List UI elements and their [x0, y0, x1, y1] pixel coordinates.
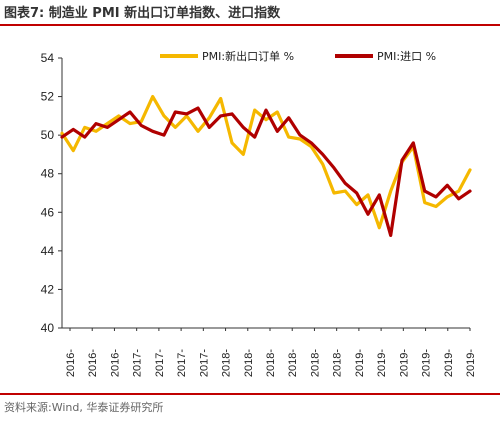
bottom-rule	[0, 393, 500, 395]
x-tick-label: 2019-	[354, 349, 366, 377]
x-tick-label: 2016-	[109, 349, 121, 377]
chart-legend: PMI:新出口订单 % PMI:进口 %	[160, 49, 436, 63]
x-tick-label: 2018-	[221, 349, 233, 377]
source-note: 资料来源:Wind, 华泰证券研究所	[4, 401, 164, 414]
y-tick-label: 50	[41, 128, 55, 142]
y-tick-label: 44	[41, 244, 55, 258]
x-tick-label: 2016-	[65, 349, 77, 377]
y-tick-label: 52	[41, 90, 55, 104]
y-tick-label: 42	[41, 282, 55, 296]
chart-axes: 40 42 44 46 48 50 52 54 2016- 2016- 2016- 2017- 2017…	[41, 51, 477, 377]
title-rule	[0, 24, 500, 26]
x-tick-label: 2019-	[421, 349, 433, 377]
x-tick-label: 2018-	[309, 349, 321, 377]
x-tick-label: 2016-	[87, 349, 99, 377]
x-tick-label: 2018-	[265, 349, 277, 377]
x-tick-label: 2017-	[198, 349, 210, 377]
x-tick-label: 2019-	[443, 349, 455, 377]
legend-label-imports: PMI:进口 %	[377, 50, 436, 63]
y-tick-label: 54	[41, 51, 55, 65]
figure-title: 图表7: 制造业 PMI 新出口订单指数、进口指数	[4, 6, 281, 21]
x-tick-label: 2017-	[176, 349, 188, 377]
x-tick-label: 2018-	[332, 349, 344, 377]
x-tick-label: 2017-	[132, 349, 144, 377]
chart-svg: 40 42 44 46 48 50 52 54 2016- 2016- 2016- 2017- 2017…	[41, 49, 477, 377]
chart-lines	[60, 94, 472, 237]
y-tick-label: 40	[41, 321, 55, 335]
y-tick-label: 46	[41, 205, 55, 219]
series-line-imports	[60, 106, 472, 237]
x-tick-label: 2019-	[398, 349, 410, 377]
x-tick-label: 2019-	[376, 349, 388, 377]
legend-label-export-orders: PMI:新出口订单 %	[202, 49, 294, 63]
x-tick-label: 2017-	[154, 349, 166, 377]
x-tick-label: 2019-	[465, 349, 477, 377]
y-tick-label: 48	[41, 167, 55, 181]
x-tick-label: 2018-	[243, 349, 255, 377]
x-tick-label: 2018-	[287, 349, 299, 377]
